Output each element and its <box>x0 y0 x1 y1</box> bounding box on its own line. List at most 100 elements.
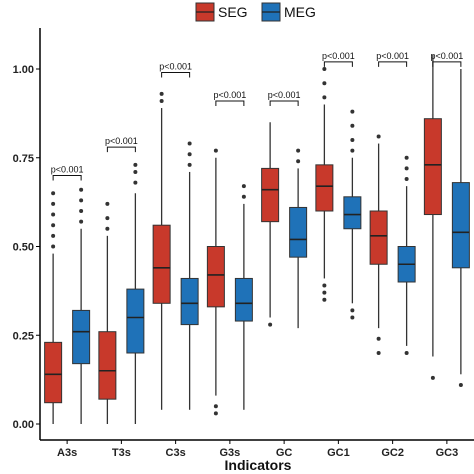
outlier-point <box>350 315 355 320</box>
bracket <box>269 100 299 106</box>
outlier-point <box>187 152 192 157</box>
pvalue-c3s: p<0.001 <box>159 62 192 78</box>
box-body <box>72 309 91 365</box>
box-body <box>98 331 117 400</box>
y-tick-label: 0.75 <box>13 153 34 165</box>
x-axis-title: Indicators <box>225 457 292 473</box>
series-meg <box>72 69 470 424</box>
box-body <box>261 167 280 223</box>
box-body <box>451 182 470 269</box>
outlier-point <box>79 187 84 192</box>
bracket <box>323 61 353 67</box>
outlier-point <box>322 290 327 295</box>
box-meg-a3s <box>72 228 91 424</box>
x-tick-label: GC2 <box>381 447 404 459</box>
box-body <box>152 224 171 304</box>
outlier-point <box>79 198 84 203</box>
outlier-point <box>350 148 355 153</box>
box-meg-g3s <box>234 203 253 410</box>
outlier-point <box>187 141 192 146</box>
legend-item-seg: SEG <box>195 2 248 22</box>
y-tick-label: 0.00 <box>13 419 34 431</box>
pvalue-label: p<0.001 <box>376 51 409 61</box>
bracket <box>161 72 191 78</box>
box-seg-gc <box>261 122 280 318</box>
outlier-point <box>213 148 218 153</box>
outlier-point <box>404 166 409 171</box>
outlier-point <box>322 297 327 302</box>
box-body <box>369 210 388 265</box>
box-seg-gc3 <box>423 54 442 357</box>
outlier-point <box>105 216 110 221</box>
outlier-point <box>350 109 355 114</box>
outlier-point <box>350 138 355 142</box>
x-tick-label: GC3 <box>436 447 459 459</box>
pvalue-gc2: p<0.001 <box>376 51 409 67</box>
pvalue-t3s: p<0.001 <box>105 136 138 153</box>
axes: 0.00 0.25 0.50 0.75 1.00 A3s T3s C3s G3s GC GC1 GC2… <box>13 28 474 459</box>
outlier-point <box>79 219 84 224</box>
pvalue-label: p<0.001 <box>268 90 301 100</box>
box-body <box>289 206 308 258</box>
x-tick-label: G3s <box>219 447 240 459</box>
box-seg-c3s <box>152 108 171 410</box>
outlier-point <box>322 81 327 86</box>
box-meg-gc3 <box>451 69 470 375</box>
pvalue-label: p<0.001 <box>51 165 84 175</box>
outlier-point <box>51 223 56 228</box>
bracket <box>432 61 462 67</box>
outlier-point <box>350 123 355 128</box>
box-seg-g3s <box>206 157 225 396</box>
outlier-point <box>213 411 218 416</box>
legend-label: MEG <box>284 4 316 20</box>
box-seg-t3s <box>98 235 117 424</box>
outlier-point <box>133 169 138 174</box>
bracket <box>52 175 82 181</box>
outlier-point <box>133 162 138 167</box>
box-meg-gc2 <box>397 186 416 346</box>
outlier-point <box>376 351 381 355</box>
box-body <box>343 196 362 230</box>
x-tick-label: GC <box>276 447 293 459</box>
pvalue-label: p<0.001 <box>430 51 463 61</box>
outlier-point <box>79 209 84 213</box>
bracket <box>378 61 408 67</box>
box-meg-c3s <box>180 171 199 410</box>
outlier-point <box>350 308 355 313</box>
outlier-point <box>296 159 301 164</box>
box-meg-gc1 <box>343 157 362 304</box>
bracket <box>215 100 245 106</box>
y-tick-label: 0.50 <box>13 242 34 254</box>
outlier-point <box>213 404 218 409</box>
outlier-point <box>322 283 327 288</box>
outlier-point <box>105 201 110 206</box>
pvalue-label: p<0.001 <box>105 136 138 146</box>
y-tick-label: 1.00 <box>13 64 34 76</box>
outlier-point <box>404 351 409 355</box>
pvalue-g3s: p<0.001 <box>213 90 246 106</box>
outlier-point <box>458 382 463 387</box>
outlier-point <box>105 226 110 231</box>
pvalue-label: p<0.001 <box>159 62 192 72</box>
box-seg-gc1 <box>315 104 334 279</box>
pvalue-a3s: p<0.001 <box>51 165 84 181</box>
box-meg-gc <box>289 168 308 329</box>
pvalue-label: p<0.001 <box>213 90 246 100</box>
outlier-point <box>51 191 56 196</box>
outlier-point <box>159 91 164 96</box>
box-body <box>234 277 253 322</box>
pvalue-label: p<0.001 <box>322 51 355 61</box>
bracket <box>106 146 136 153</box>
legend: SEG MEG <box>195 2 316 22</box>
plot-area <box>44 54 470 424</box>
box-meg-t3s <box>126 193 145 424</box>
outlier-point <box>51 212 56 217</box>
box-body <box>126 288 145 354</box>
y-tick-label: 0.25 <box>13 330 34 342</box>
outlier-point <box>404 155 409 160</box>
box-seg-gc2 <box>369 143 388 329</box>
outlier-point <box>376 134 381 139</box>
outlier-point <box>430 375 435 380</box>
x-tick-label: A3s <box>57 447 77 459</box>
